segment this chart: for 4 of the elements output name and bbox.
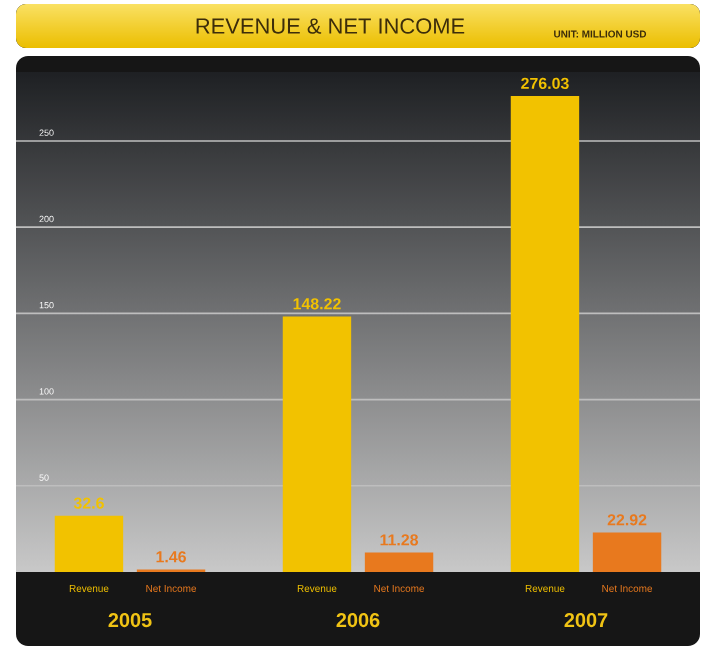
chart-title: REVENUE & NET INCOME [196,18,465,34]
x-tick-label: 2006 [336,613,380,628]
x-tick-label: 2005 [108,613,152,628]
x-tick-label: 2007 [564,613,608,628]
